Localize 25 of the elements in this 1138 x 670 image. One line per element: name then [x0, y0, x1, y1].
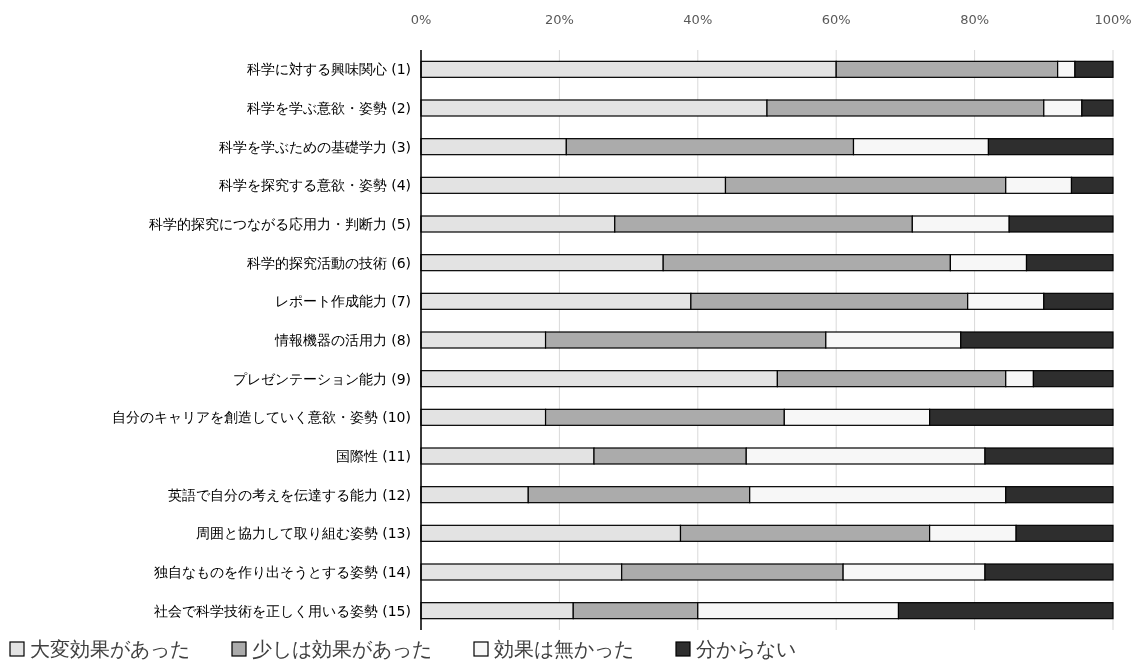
- legend-label: 分からない: [696, 637, 796, 661]
- y-tick-label: 科学を学ぶための基礎学力 (3): [218, 138, 411, 155]
- y-tick-label: 自分のキャリアを創造していく意欲・姿勢 (10): [111, 409, 411, 426]
- x-tick-label: 40%: [683, 12, 713, 27]
- y-tick-label: レポート作成能力 (7): [274, 293, 411, 310]
- y-tick-label: 独自なものを作り出そうとする姿勢 (14): [153, 564, 411, 580]
- x-tick-label: 100%: [1094, 12, 1132, 27]
- y-tick-label: 科学に対する興味関心 (1): [246, 61, 411, 78]
- y-tick-label: 国際性 (11): [335, 448, 411, 464]
- y-tick-label: 社会で科学技術を正しく用いる姿勢 (15): [153, 602, 411, 619]
- y-tick-label: 情報機器の活用力 (8): [273, 332, 411, 348]
- y-tick-label: 科学を探究する意欲・姿勢 (4): [218, 177, 411, 194]
- legend-label: 大変効果があった: [30, 637, 190, 661]
- x-tick-label: 0%: [410, 12, 432, 27]
- x-tick-label: 60%: [821, 12, 851, 27]
- y-tick-label: 科学的探究活動の技術 (6): [246, 254, 411, 271]
- y-tick-label: 科学を学ぶ意欲・姿勢 (2): [246, 100, 411, 116]
- y-tick-label: 周囲と協力して取り組む姿勢 (13): [195, 525, 411, 542]
- y-tick-label: 英語で自分の考えを伝達する能力 (12): [167, 486, 411, 503]
- legend-label: 少しは効果があった: [252, 637, 432, 661]
- x-tick-label: 80%: [960, 12, 990, 27]
- y-tick-label: 科学的探究につながる応用力・判断力 (5): [148, 216, 411, 232]
- y-tick-label: プレゼンテーション能力 (9): [232, 370, 411, 387]
- legend-label: 効果は無かった: [494, 637, 634, 661]
- x-tick-label: 20%: [544, 12, 574, 27]
